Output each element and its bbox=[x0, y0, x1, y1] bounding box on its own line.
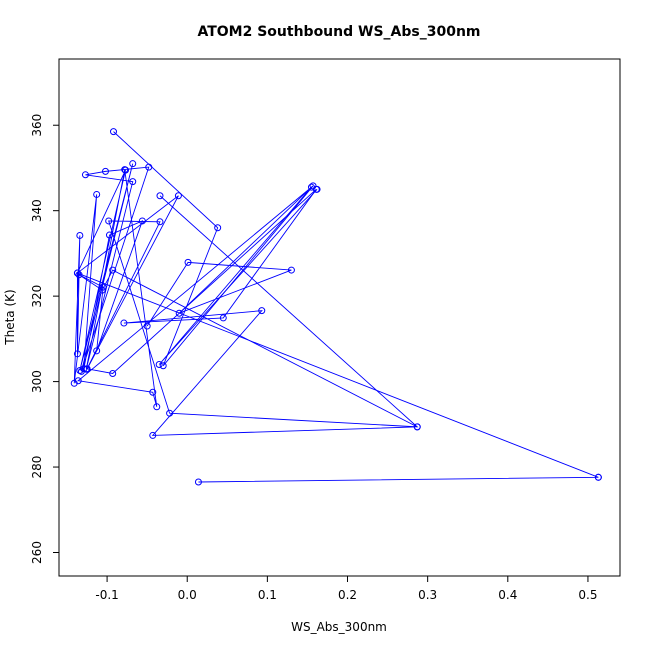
x-tick-label: 0.1 bbox=[258, 588, 277, 602]
data-point bbox=[83, 365, 91, 373]
data-point bbox=[76, 231, 84, 239]
y-tick-label: 360 bbox=[30, 114, 44, 137]
data-point bbox=[81, 171, 89, 179]
y-tick-label: 260 bbox=[30, 541, 44, 564]
data-point bbox=[76, 366, 84, 374]
data-point bbox=[413, 423, 421, 431]
data-point bbox=[219, 314, 227, 322]
x-tick-label: 0.4 bbox=[498, 588, 517, 602]
data-point bbox=[166, 409, 174, 417]
data-point bbox=[174, 192, 182, 200]
data-point bbox=[93, 347, 101, 355]
data-point bbox=[145, 163, 153, 171]
data-point bbox=[594, 473, 602, 481]
y-tick-label: 320 bbox=[30, 285, 44, 308]
data-point bbox=[149, 388, 157, 396]
y-tick-label: 340 bbox=[30, 199, 44, 222]
y-axis-label: Theta (K) bbox=[3, 289, 17, 345]
x-tick-label: -0.1 bbox=[95, 588, 118, 602]
data-series bbox=[143, 183, 321, 368]
data-point bbox=[70, 379, 78, 387]
data-point bbox=[184, 258, 192, 266]
x-tick-label: 0.3 bbox=[418, 588, 437, 602]
data-point bbox=[155, 361, 163, 368]
x-tick-label: 0.0 bbox=[178, 588, 197, 602]
plot-frame bbox=[58, 58, 621, 577]
data-series bbox=[70, 128, 421, 439]
data-point bbox=[99, 283, 107, 291]
data-point bbox=[287, 266, 295, 274]
y-axis: 260 280 300 320 340 360 bbox=[30, 114, 59, 564]
data-point bbox=[110, 128, 117, 136]
x-tick-label: 0.2 bbox=[338, 588, 357, 602]
data-point bbox=[109, 266, 117, 274]
data-series bbox=[73, 192, 602, 486]
series-layer bbox=[70, 128, 602, 486]
data-point bbox=[73, 350, 81, 358]
data-point bbox=[98, 286, 106, 294]
data-point bbox=[214, 224, 222, 232]
series-line bbox=[73, 131, 419, 436]
data-point bbox=[73, 269, 81, 277]
y-tick-label: 280 bbox=[30, 456, 44, 479]
data-point bbox=[143, 322, 151, 330]
y-tick-label: 300 bbox=[30, 370, 44, 393]
data-point bbox=[93, 190, 101, 198]
data-point bbox=[159, 362, 167, 370]
series-line bbox=[146, 186, 318, 365]
x-axis: -0.1 0.0 0.1 0.2 0.3 0.4 0.5 bbox=[95, 576, 597, 602]
data-point bbox=[149, 431, 157, 439]
series-line bbox=[76, 195, 599, 483]
data-point bbox=[129, 178, 137, 186]
data-point bbox=[129, 160, 137, 168]
data-point bbox=[156, 218, 164, 226]
data-point bbox=[109, 369, 117, 377]
data-point bbox=[258, 307, 266, 315]
data-point bbox=[120, 319, 128, 327]
data-point bbox=[153, 403, 161, 411]
chart-title: ATOM2 Southbound WS_Abs_300nm bbox=[197, 24, 480, 40]
x-tick-label: 0.5 bbox=[578, 588, 597, 602]
data-point bbox=[101, 167, 109, 175]
data-point bbox=[194, 478, 202, 486]
data-point bbox=[175, 309, 183, 317]
data-point bbox=[122, 166, 130, 174]
data-point bbox=[105, 217, 113, 225]
data-point bbox=[105, 231, 113, 239]
data-point bbox=[313, 185, 321, 193]
data-point bbox=[156, 192, 164, 200]
x-axis-label: WS_Abs_300nm bbox=[291, 620, 387, 634]
